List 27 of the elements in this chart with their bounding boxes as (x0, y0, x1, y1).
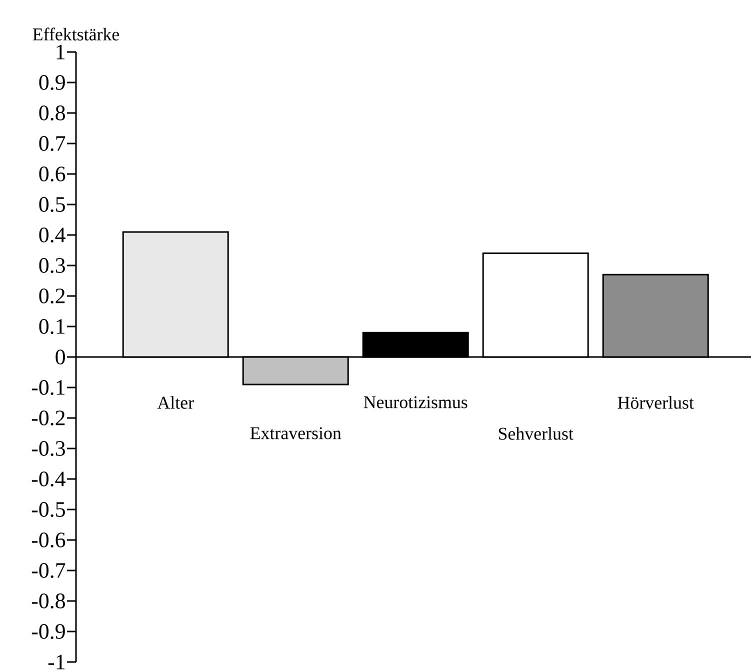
y-axis-title: Effektstärke (32, 28, 120, 40)
y-tick-label: 0 (56, 350, 65, 364)
y-tick-label: -1 (48, 654, 64, 670)
y-tick-label: 0.2 (39, 288, 65, 304)
y-tick-label: -0.3 (32, 441, 65, 456)
x-tick-label: Hörverlust (618, 396, 694, 409)
y-tick-label: -0.6 (32, 532, 66, 548)
y-tick-label: -0.9 (32, 624, 65, 639)
y-tick-label: -0.5 (32, 502, 65, 517)
y-tick-label: 0.1 (39, 319, 64, 334)
y-tick-label: -0.7 (32, 563, 66, 578)
x-tick-label: Extraversion (250, 427, 342, 440)
x-tick-label: Neurotizismus (364, 396, 468, 408)
y-tick-label: 0.8 (39, 106, 65, 120)
x-tick-label: Sehverlust (498, 427, 574, 440)
y-tick-label: 1 (56, 44, 64, 60)
y-tick-label: -0.4 (32, 472, 66, 486)
y-tick-label: 0.6 (39, 166, 66, 182)
y-tick-label: -0.8 (32, 594, 65, 608)
y-tick-label: 0.9 (39, 75, 65, 90)
y-tick-label: 0.4 (39, 228, 66, 242)
y-tick-label: 0.3 (39, 258, 65, 273)
x-tick-label: Alter (157, 396, 194, 409)
y-tick-label: -0.1 (32, 380, 64, 395)
y-tick-label: 0.5 (39, 197, 65, 212)
y-tick-label: 0.7 (39, 136, 66, 151)
y-tick-label: -0.2 (32, 410, 65, 426)
